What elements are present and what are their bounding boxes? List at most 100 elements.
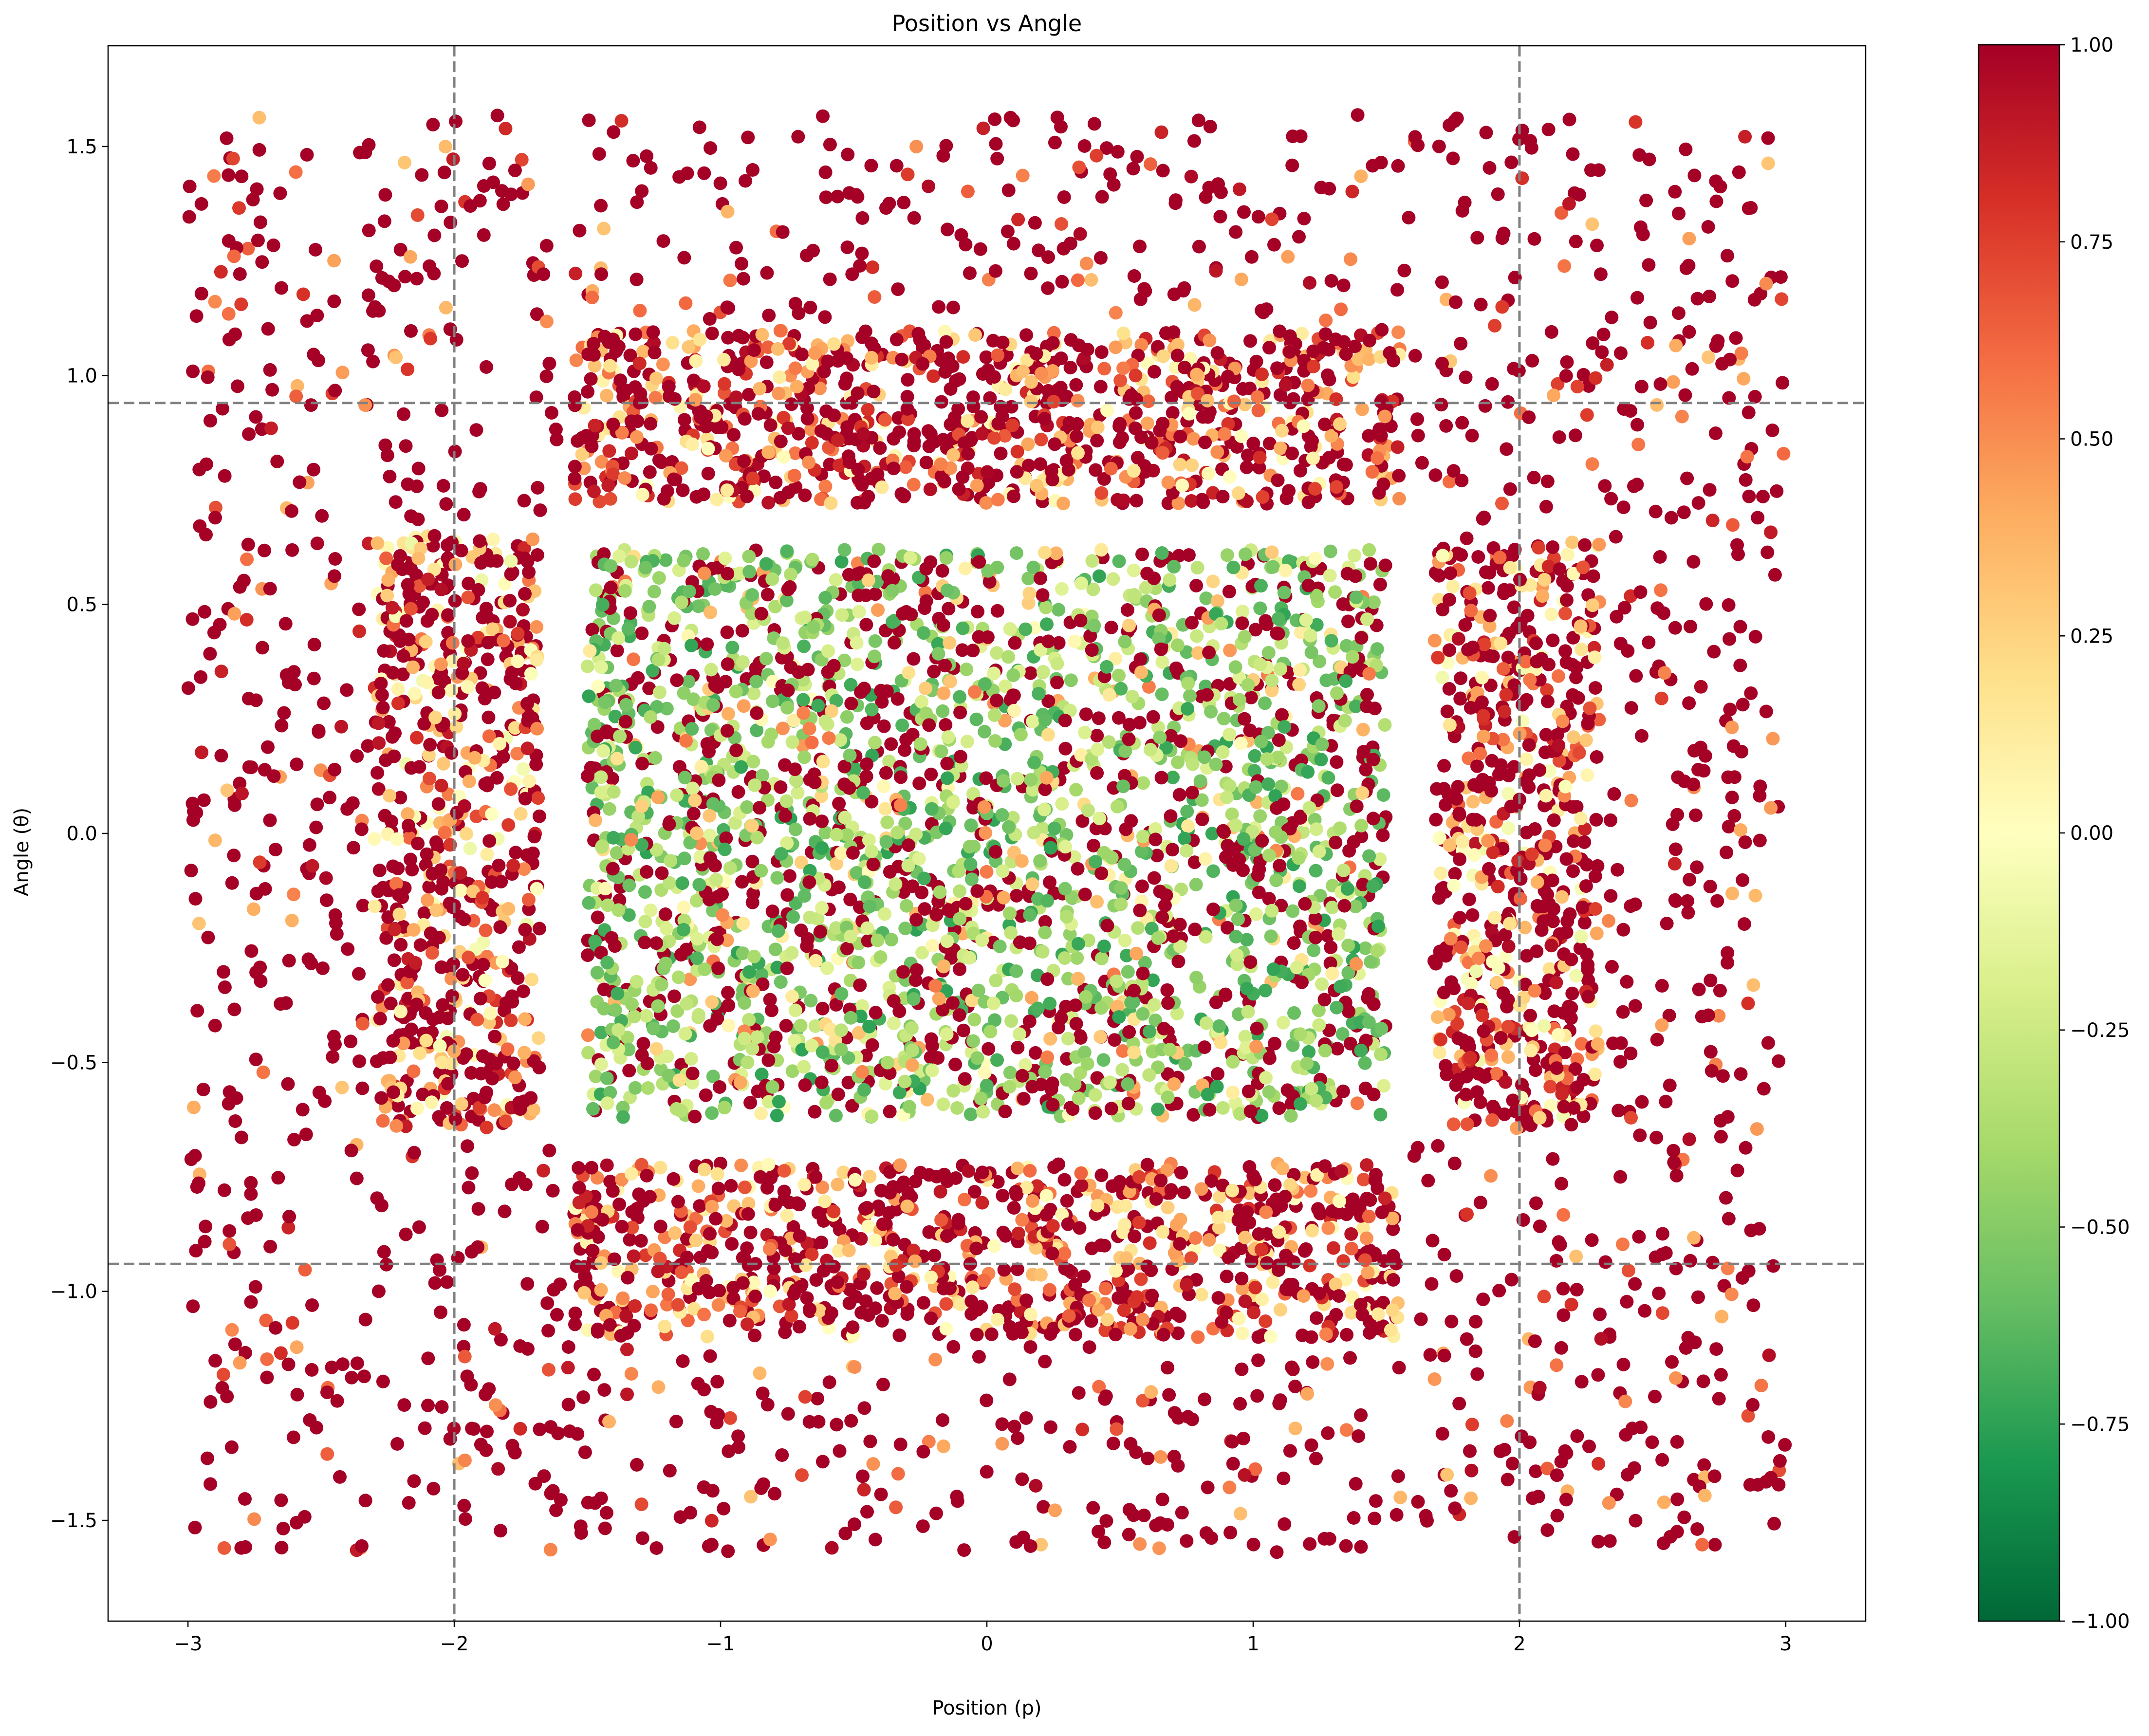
data-point	[1164, 1183, 1178, 1197]
data-point	[481, 636, 495, 649]
data-point	[760, 1398, 775, 1412]
data-point	[1741, 1264, 1756, 1278]
data-point	[1667, 1144, 1681, 1158]
data-point	[738, 412, 752, 426]
data-point	[1170, 338, 1185, 352]
data-point	[691, 1179, 705, 1193]
data-point	[1037, 1500, 1050, 1514]
data-point	[1121, 1262, 1135, 1276]
data-point	[1130, 451, 1145, 465]
data-point	[1585, 217, 1599, 231]
data-point	[421, 893, 434, 907]
data-point	[1739, 1141, 1753, 1155]
data-point	[1655, 1306, 1669, 1320]
data-point	[1107, 178, 1121, 192]
data-point	[1030, 479, 1044, 493]
data-point	[1541, 123, 1556, 136]
data-point	[1333, 417, 1347, 431]
data-point	[509, 846, 523, 860]
data-point	[1525, 847, 1539, 861]
data-point	[577, 1286, 592, 1300]
data-point	[660, 484, 674, 498]
data-point	[1642, 152, 1656, 166]
data-point	[788, 296, 802, 311]
data-point	[1590, 239, 1604, 253]
data-point	[434, 670, 448, 684]
data-point	[1278, 1517, 1292, 1531]
data-point	[1225, 1183, 1240, 1198]
data-point	[1129, 406, 1143, 420]
data-point	[781, 1407, 795, 1421]
data-point	[1482, 862, 1496, 876]
data-point	[924, 1311, 938, 1326]
data-point	[328, 1037, 342, 1052]
data-point	[1671, 770, 1685, 784]
data-point	[578, 1271, 593, 1285]
data-point	[1722, 391, 1736, 405]
data-point	[1133, 292, 1148, 306]
data-point	[1574, 812, 1588, 826]
data-point	[700, 1330, 714, 1344]
data-point	[1592, 537, 1606, 552]
data-point	[1272, 1397, 1286, 1411]
data-point	[518, 792, 532, 806]
data-point	[1236, 1431, 1250, 1445]
data-point	[975, 1165, 989, 1180]
data-point	[319, 871, 333, 885]
data-point	[1126, 162, 1140, 176]
data-point	[267, 769, 281, 783]
data-point	[717, 1502, 731, 1515]
data-point	[260, 1370, 274, 1385]
data-point	[1073, 227, 1087, 241]
data-point	[1463, 1444, 1477, 1458]
data-point	[957, 1023, 970, 1037]
data-point	[1161, 475, 1175, 489]
data-point	[720, 300, 734, 314]
data-point	[859, 1294, 873, 1308]
data-point	[1435, 275, 1449, 289]
data-point	[1285, 446, 1299, 461]
data-point	[1283, 1178, 1297, 1192]
data-point	[699, 1088, 713, 1102]
data-point	[214, 265, 228, 279]
data-point	[438, 140, 452, 154]
data-point	[361, 739, 375, 753]
data-point	[1580, 408, 1594, 422]
data-point	[413, 938, 427, 952]
data-point	[504, 1014, 518, 1028]
data-point	[458, 1349, 472, 1364]
data-point	[1010, 1161, 1024, 1175]
data-point	[1443, 118, 1457, 132]
data-point	[1134, 338, 1149, 352]
data-point	[396, 649, 410, 663]
data-point	[503, 593, 517, 608]
data-point	[753, 382, 767, 396]
data-point	[230, 379, 244, 393]
data-point	[1528, 984, 1541, 998]
data-point	[391, 861, 405, 875]
data-point	[822, 441, 836, 455]
data-point	[1247, 1305, 1261, 1319]
data-point	[544, 406, 558, 420]
data-point	[949, 1171, 963, 1185]
data-point	[235, 786, 249, 800]
data-point	[459, 1047, 473, 1061]
data-point	[531, 791, 545, 805]
data-point	[1764, 525, 1778, 539]
data-point	[777, 410, 791, 425]
data-point	[1589, 1024, 1603, 1038]
data-point	[715, 420, 729, 434]
data-point	[454, 1097, 468, 1111]
data-point	[1023, 1340, 1037, 1354]
data-point	[1084, 273, 1098, 287]
data-point	[425, 1095, 439, 1109]
data-point	[738, 1181, 752, 1194]
data-point	[435, 1055, 449, 1070]
data-point	[184, 864, 198, 878]
data-point	[687, 1302, 701, 1316]
data-point	[882, 1206, 896, 1220]
data-point	[1668, 842, 1683, 856]
data-point	[1368, 1173, 1382, 1187]
data-point	[207, 169, 221, 183]
data-point	[856, 427, 871, 441]
